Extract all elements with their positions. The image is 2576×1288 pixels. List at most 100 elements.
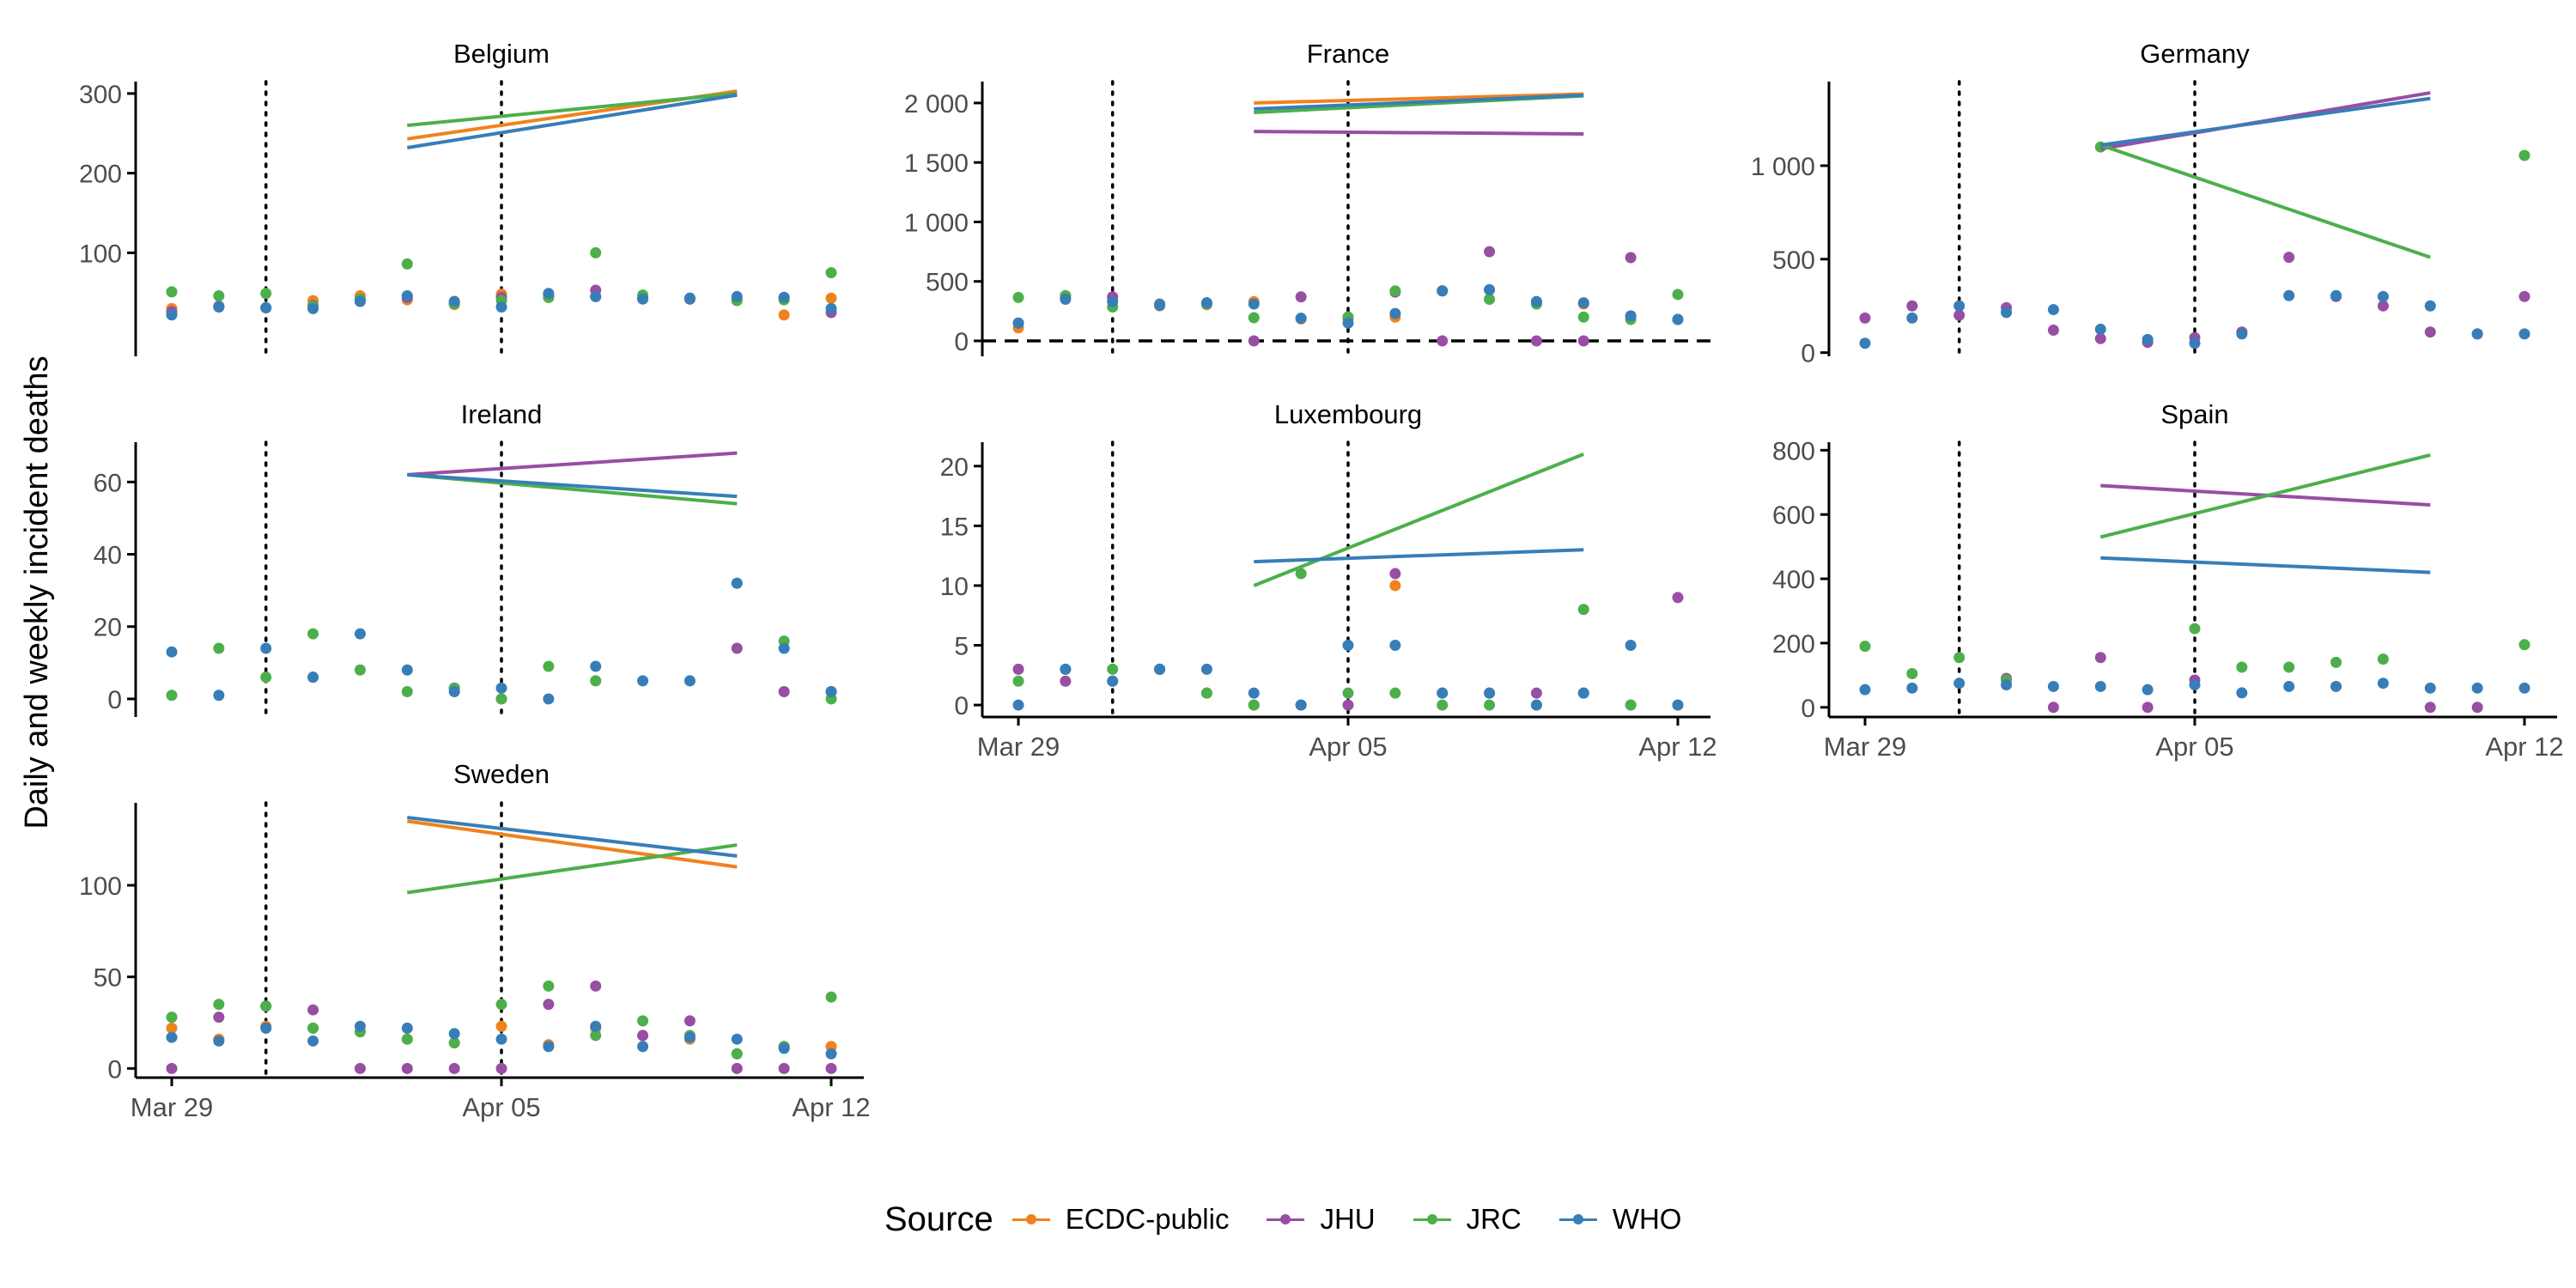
legend-key-jhu xyxy=(1263,1202,1308,1236)
legend: Source ECDC-public JHU JRC WHO xyxy=(884,1200,1716,1238)
point-jrc xyxy=(2236,661,2248,673)
point-who xyxy=(354,1020,366,1032)
y-tick-label: 10 xyxy=(940,573,969,601)
point-who xyxy=(778,291,790,303)
point-jhu xyxy=(2424,702,2436,714)
point-who xyxy=(1248,687,1260,699)
point-who xyxy=(307,671,319,683)
point-jrc xyxy=(401,1033,413,1045)
legend-item-jrc: JRC xyxy=(1410,1202,1522,1236)
point-jhu xyxy=(2424,326,2436,338)
point-jhu xyxy=(778,1062,790,1074)
point-who xyxy=(683,1031,696,1043)
y-tick-label: 15 xyxy=(940,513,969,541)
point-who xyxy=(1530,295,1542,307)
point-who xyxy=(2424,300,2436,312)
trend-line-ecdc-public xyxy=(1254,92,1584,105)
point-who xyxy=(2094,680,2106,692)
y-tick-label: 500 xyxy=(926,269,969,297)
point-who xyxy=(1154,663,1166,675)
point-who xyxy=(825,302,837,314)
point-jhu xyxy=(495,1062,507,1074)
y-tick-label: 20 xyxy=(940,453,969,482)
y-tick-label: 100 xyxy=(79,240,122,268)
point-jrc xyxy=(495,693,507,705)
point-jhu xyxy=(307,1004,319,1016)
point-jrc xyxy=(1342,687,1354,699)
point-who xyxy=(166,1031,178,1043)
panel-title: Spain xyxy=(2160,399,2228,429)
point-who xyxy=(1012,699,1024,711)
point-ecdc-public xyxy=(166,1022,178,1034)
point-jhu xyxy=(2094,332,2106,344)
y-tick-label: 2 000 xyxy=(904,90,969,118)
point-jrc xyxy=(1577,311,1589,323)
y-tick-label: 400 xyxy=(1772,566,1815,594)
point-who xyxy=(1060,294,1072,306)
point-who xyxy=(543,693,555,705)
point-who xyxy=(1953,677,1965,690)
point-jrc xyxy=(213,999,225,1011)
point-who xyxy=(213,690,225,702)
point-who xyxy=(1437,285,1449,297)
point-jhu xyxy=(1953,309,1965,321)
point-jhu xyxy=(1012,663,1024,675)
trend-line-jrc xyxy=(407,91,738,128)
y-tick-label: 0 xyxy=(1801,340,1815,368)
panel-title: Belgium xyxy=(453,39,550,69)
point-who xyxy=(1906,682,1918,694)
point-jhu xyxy=(590,980,602,992)
point-jrc xyxy=(2189,623,2201,635)
point-jhu xyxy=(731,1062,743,1074)
panel-france: France 0 500 1 000 1 500 2 000 xyxy=(904,39,1710,358)
trend-line-jhu xyxy=(1254,130,1584,136)
point-jhu xyxy=(1295,291,1307,303)
point-who xyxy=(1342,640,1354,652)
trend-line-who xyxy=(2100,96,2431,147)
point-who xyxy=(1906,312,1918,324)
y-tick-label: 1 000 xyxy=(1751,153,1815,181)
point-who xyxy=(1248,298,1260,310)
legend-item-jhu: JHU xyxy=(1263,1202,1376,1236)
point-who xyxy=(1577,687,1589,699)
point-jrc xyxy=(213,642,225,654)
point-who xyxy=(1859,337,1871,349)
point-who xyxy=(354,295,366,307)
y-axis-label: Daily and weekly incident deaths xyxy=(19,355,55,829)
point-jrc xyxy=(2377,653,2389,665)
point-jrc xyxy=(731,1048,743,1060)
point-jhu xyxy=(637,1030,649,1042)
x-tick-label: Apr 12 xyxy=(1638,732,1716,762)
x-tick-label: Apr 12 xyxy=(792,1092,870,1122)
point-who xyxy=(1484,283,1496,295)
point-jhu xyxy=(731,642,743,654)
point-who xyxy=(2471,682,2483,694)
point-who xyxy=(2094,323,2106,335)
y-tick-label: 5 xyxy=(954,633,969,661)
y-tick-label: 0 xyxy=(107,1055,122,1084)
point-who xyxy=(495,301,507,313)
point-who xyxy=(1295,313,1307,325)
y-tick-label: 600 xyxy=(1772,501,1815,530)
point-who xyxy=(2142,683,2154,696)
point-who xyxy=(543,1041,555,1053)
panel-title: France xyxy=(1307,39,1389,69)
point-who xyxy=(1953,300,1965,312)
point-who xyxy=(2330,289,2342,301)
point-who xyxy=(307,1035,319,1047)
point-jrc xyxy=(1389,687,1401,699)
point-who xyxy=(825,686,837,698)
point-who xyxy=(2377,290,2389,302)
x-tick-label: Mar 29 xyxy=(1824,732,1906,762)
point-who xyxy=(683,292,696,304)
point-jrc xyxy=(307,1022,319,1034)
point-who xyxy=(590,660,602,672)
point-jrc xyxy=(1200,687,1212,699)
trend-line-jrc xyxy=(406,843,738,895)
point-who xyxy=(2236,328,2248,340)
point-jrc xyxy=(166,286,178,298)
trend-line-who xyxy=(406,93,738,149)
point-who xyxy=(2471,328,2483,340)
